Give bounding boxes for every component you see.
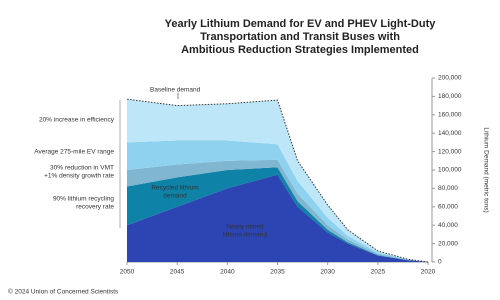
annotation: demand bbox=[163, 193, 187, 200]
annotation: Newly mined bbox=[226, 224, 264, 231]
area-layer bbox=[127, 140, 428, 262]
chart-title: Ambitious Reduction Strategies Implement… bbox=[181, 44, 419, 56]
y-tick-label: 40,000 bbox=[438, 222, 458, 229]
annotation: Recycled lithium bbox=[151, 185, 198, 192]
x-tick-label: 2045 bbox=[170, 269, 185, 276]
area-layer bbox=[127, 159, 428, 262]
x-tick-label: 2035 bbox=[270, 269, 285, 276]
annotation: lithium demand bbox=[223, 232, 267, 239]
annotation: 90% lithium recycling bbox=[53, 196, 114, 203]
baseline-line bbox=[126, 98, 429, 263]
y-tick-label: 100,000 bbox=[438, 167, 462, 174]
annotation: recovery rate bbox=[76, 204, 114, 211]
x-tick-label: 2020 bbox=[421, 269, 436, 276]
x-tick-label: 2040 bbox=[220, 269, 235, 276]
baseline-label: Baseline demand bbox=[150, 87, 201, 94]
y-tick-label: 60,000 bbox=[438, 204, 458, 211]
y-tick-label: 0 bbox=[438, 259, 442, 266]
annotation: 20% increase in efficiency bbox=[39, 117, 115, 124]
x-tick-label: 2025 bbox=[371, 269, 386, 276]
y-tick-label: 80,000 bbox=[438, 185, 458, 192]
y-tick-label: 180,000 bbox=[438, 93, 462, 100]
x-tick-label: 2030 bbox=[320, 269, 335, 276]
chart-title: Yearly Lithium Demand for EV and PHEV Li… bbox=[165, 18, 437, 30]
y-tick-label: 20,000 bbox=[438, 240, 458, 247]
y-tick-label: 140,000 bbox=[438, 130, 462, 137]
area-layer bbox=[127, 99, 428, 262]
credit: © 2024 Union of Concerned Scientists bbox=[8, 288, 119, 296]
x-tick-label: 2050 bbox=[120, 269, 135, 276]
annotation: +1% density growth rate bbox=[44, 173, 114, 180]
y-tick-label: 120,000 bbox=[438, 148, 462, 155]
annotation: 30% reduction in VMT bbox=[50, 165, 114, 172]
area-layer bbox=[127, 167, 428, 262]
chart-title: Transportation and Transit Buses with bbox=[200, 31, 400, 43]
area-layer bbox=[127, 174, 428, 262]
y-tick-label: 160,000 bbox=[438, 112, 462, 119]
y-tick-label: 200,000 bbox=[438, 75, 462, 82]
y-axis-title: Lithium Demand (metric tons) bbox=[482, 127, 489, 212]
annotation: Average 275-mile EV range bbox=[34, 149, 114, 156]
